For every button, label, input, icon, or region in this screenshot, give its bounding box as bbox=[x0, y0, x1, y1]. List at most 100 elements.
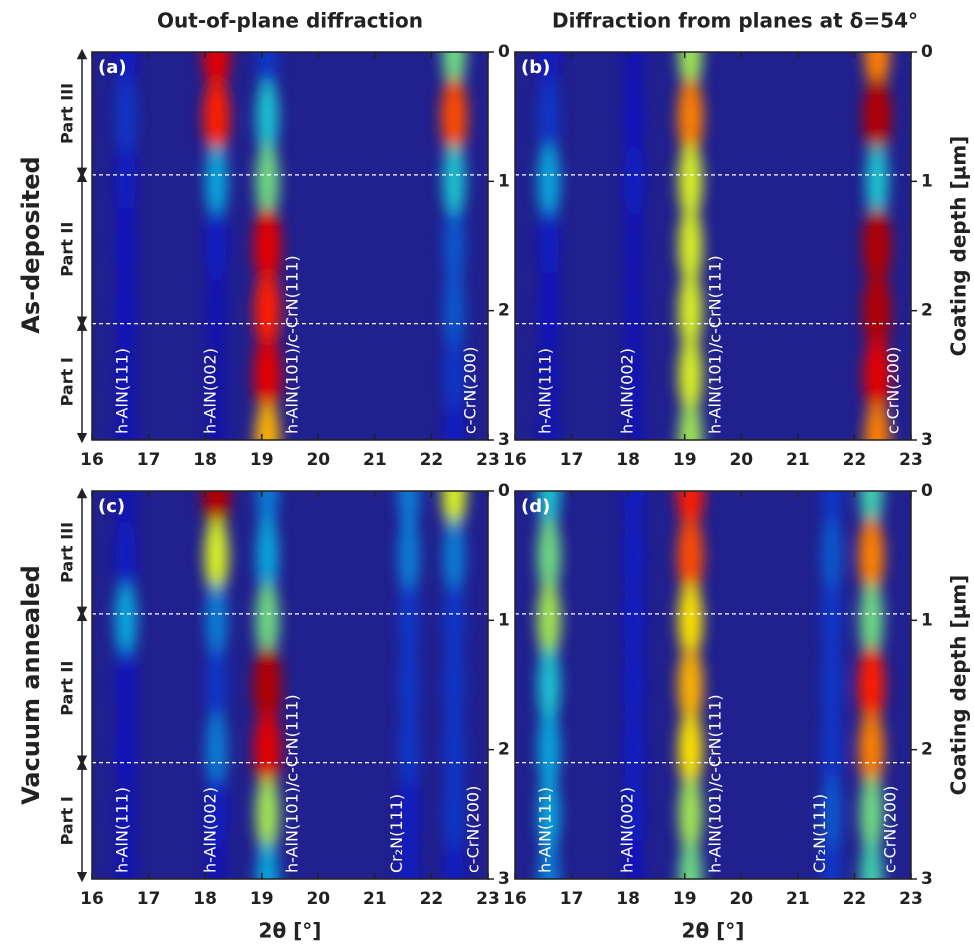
intensity-spot bbox=[624, 710, 644, 789]
x-tick-label: 18 bbox=[616, 450, 640, 470]
x-axis-label: 2θ [°] bbox=[259, 919, 322, 943]
y-tick-label: 2 bbox=[921, 301, 933, 321]
intensity-spot bbox=[256, 77, 279, 156]
peak-label: Cr₂N(111) bbox=[387, 794, 406, 873]
x-tick-label: 19 bbox=[673, 450, 697, 470]
plot-background bbox=[515, 491, 911, 879]
x-tick-label: 21 bbox=[363, 889, 387, 909]
plot-frame bbox=[91, 51, 489, 441]
intensity-spot bbox=[864, 52, 890, 91]
intensity-spot bbox=[444, 336, 465, 415]
part-label: Part I bbox=[58, 357, 77, 406]
heatmap: h-AlN(111) h-AlN(002) h-AlN(101)/c-CrN(111… bbox=[92, 491, 488, 879]
y-tick-label: 2 bbox=[498, 301, 510, 321]
plot-frame bbox=[91, 490, 489, 880]
intensity-spot bbox=[116, 491, 136, 530]
intensity-spot bbox=[116, 710, 136, 789]
intensity-spot bbox=[624, 336, 644, 415]
x-tick-label: 19 bbox=[673, 889, 697, 909]
intensity-spot bbox=[207, 336, 226, 415]
intensity-spot bbox=[677, 516, 704, 595]
intensity-spot bbox=[116, 142, 136, 221]
panel-label: (d) bbox=[521, 496, 550, 517]
intensity-spot bbox=[116, 401, 136, 440]
intensity-spot bbox=[205, 581, 227, 660]
intensity-spot bbox=[860, 491, 883, 530]
y-tick-label: 3 bbox=[921, 869, 933, 889]
y-tick-label: 1 bbox=[921, 171, 933, 191]
peak-label: c-CrN(200) bbox=[884, 347, 903, 434]
intensity-spot bbox=[821, 581, 842, 660]
intensity-spot bbox=[256, 516, 279, 595]
intensity-spot bbox=[205, 710, 227, 789]
intensity-spot bbox=[678, 336, 703, 415]
intensity-spot bbox=[538, 77, 559, 156]
y-tick-label: 3 bbox=[498, 869, 510, 889]
intensity-spot bbox=[537, 491, 560, 530]
panel-label: (a) bbox=[98, 57, 127, 78]
x-tick-label: 21 bbox=[363, 450, 387, 470]
intensity-spot bbox=[116, 52, 136, 91]
part-label: Part III bbox=[58, 522, 77, 583]
peak-label: h-AlN(111) bbox=[113, 787, 132, 873]
x-tick-label: 17 bbox=[137, 889, 161, 909]
intensity-spot bbox=[203, 77, 230, 156]
x-tick-label: 20 bbox=[306, 889, 330, 909]
intensity-spot bbox=[443, 516, 465, 595]
heatmap: h-AlN(111) h-AlN(002) h-AlN(101)/c-CrN(111… bbox=[515, 491, 911, 879]
intensity-spot bbox=[537, 516, 561, 595]
intensity-spot bbox=[678, 52, 703, 91]
intensity-spot bbox=[254, 271, 281, 350]
intensity-spot bbox=[624, 52, 644, 91]
intensity-spot bbox=[678, 207, 703, 285]
intensity-spot bbox=[444, 775, 465, 854]
intensity-spot bbox=[116, 840, 136, 879]
intensity-spot bbox=[398, 491, 420, 530]
intensity-spot bbox=[624, 491, 644, 530]
peak-label: h-AlN(111) bbox=[113, 348, 132, 434]
x-tick-label: 22 bbox=[420, 889, 444, 909]
intensity-spot bbox=[202, 52, 230, 91]
intensity-spot bbox=[253, 336, 281, 415]
intensity-spot bbox=[256, 491, 278, 530]
intensity-spot bbox=[398, 710, 419, 789]
intensity-spot bbox=[253, 710, 281, 789]
intensity-spot bbox=[444, 646, 465, 724]
intensity-spot bbox=[116, 271, 136, 350]
peak-label: h-AlN(002) bbox=[618, 787, 637, 873]
intensity-spot bbox=[537, 646, 560, 724]
x-tick-label: 21 bbox=[786, 450, 810, 470]
intensity-spot bbox=[863, 271, 891, 350]
peak-label: h-AlN(002) bbox=[618, 348, 637, 434]
intensity-spot bbox=[206, 775, 227, 854]
intensity-spot bbox=[257, 52, 278, 91]
intensity-spot bbox=[677, 646, 703, 724]
x-tick-label: 17 bbox=[137, 450, 161, 470]
intensity-spot bbox=[821, 775, 843, 854]
plot-frame bbox=[514, 51, 912, 441]
heatmap: h-AlN(111) h-AlN(002) h-AlN(101)/c-CrN(111… bbox=[92, 52, 488, 440]
peak-label: h-AlN(101)/c-CrN(111) bbox=[282, 694, 301, 873]
intensity-spot bbox=[255, 142, 279, 221]
intensity-spot bbox=[202, 491, 231, 530]
intensity-spot bbox=[863, 336, 891, 415]
plot-background bbox=[515, 52, 911, 440]
peak-label: c-CrN(200) bbox=[881, 786, 900, 873]
intensity-spot bbox=[678, 271, 703, 350]
x-tick-label: 21 bbox=[786, 889, 810, 909]
intensity-spot bbox=[115, 77, 136, 156]
intensity-spot bbox=[116, 646, 136, 724]
intensity-spot bbox=[539, 207, 559, 285]
intensity-spot bbox=[677, 77, 704, 156]
intensity-spot bbox=[538, 710, 560, 789]
y-axis-label: Coating depth [µm] bbox=[947, 136, 971, 357]
intensity-spot bbox=[204, 516, 229, 595]
peak-label: h-AlN(101)/c-CrN(111) bbox=[282, 255, 301, 434]
intensity-spot bbox=[255, 581, 279, 660]
plot-frame bbox=[514, 490, 912, 880]
column-title: Out-of-plane diffraction bbox=[157, 9, 423, 33]
x-tick-label: 19 bbox=[250, 450, 274, 470]
x-tick-label: 20 bbox=[729, 889, 753, 909]
y-tick-label: 2 bbox=[921, 740, 933, 760]
